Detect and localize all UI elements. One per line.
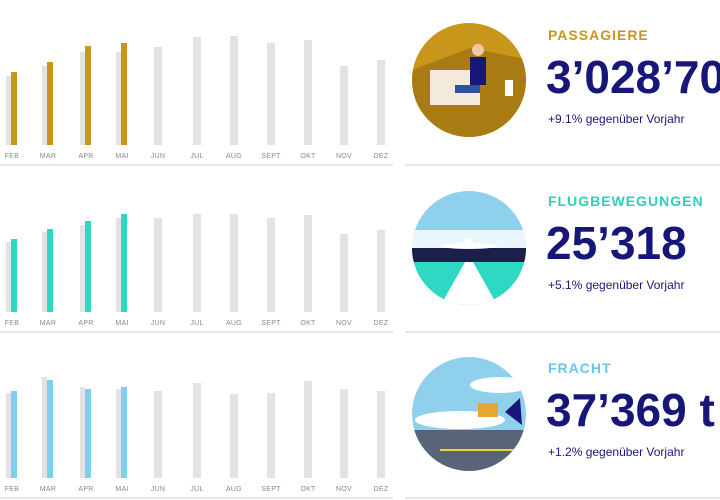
month-label: JUN [151, 486, 166, 493]
runway-illustration [412, 191, 526, 305]
bar [85, 46, 91, 145]
bar [304, 381, 312, 478]
bar [267, 218, 275, 312]
bar [11, 239, 17, 312]
month-label: MAR [40, 486, 56, 493]
month-label: JUN [151, 153, 166, 160]
month-label: NOV [336, 153, 352, 160]
month-label: AUG [226, 153, 242, 160]
bar [377, 230, 385, 312]
month-label: MAI [115, 153, 128, 160]
bar [267, 393, 275, 478]
month-label: APR [78, 153, 93, 160]
month-label: APR [78, 320, 93, 327]
bar [121, 214, 127, 312]
bar [230, 214, 238, 312]
bar [116, 52, 121, 145]
panel-title: FLUGBEWEGUNGEN [548, 193, 704, 209]
month-label: FEB [5, 486, 20, 493]
month-label: FEB [5, 153, 20, 160]
month-label: SEPT [261, 153, 281, 160]
panel-value: 37’369 t [546, 384, 715, 436]
bar [116, 389, 121, 478]
month-label: MAR [40, 153, 56, 160]
bar [340, 234, 348, 312]
bar [154, 47, 162, 145]
bar [377, 391, 385, 478]
passenger-illustration [412, 23, 526, 137]
panel-title: FRACHT [548, 360, 612, 376]
month-label: FEB [5, 320, 20, 327]
bar [193, 214, 201, 312]
bar [42, 377, 47, 478]
bar [85, 389, 91, 478]
month-label: MAI [115, 320, 128, 327]
panel-title: PASSAGIERE [548, 27, 649, 43]
bar [47, 380, 53, 478]
month-label: OKT [300, 153, 316, 160]
bar [11, 391, 17, 478]
month-label: JUL [190, 486, 203, 493]
bar [116, 218, 121, 312]
bar [193, 383, 201, 478]
bar [193, 37, 201, 145]
month-label: DEZ [374, 486, 389, 493]
month-label: OKT [300, 320, 316, 327]
month-label: NOV [336, 486, 352, 493]
bar [47, 229, 53, 312]
bar [80, 225, 85, 312]
month-label: NOV [336, 320, 352, 327]
bar [377, 60, 385, 145]
bar [340, 66, 348, 145]
bar [6, 76, 11, 145]
panel-change: +1.2% gegenüber Vorjahr [548, 445, 684, 459]
bar [267, 43, 275, 145]
bar [85, 221, 91, 312]
bar [42, 66, 47, 145]
bar [42, 232, 47, 312]
panel-value: 25’318 [546, 217, 687, 269]
bar [47, 62, 53, 145]
bar [230, 394, 238, 478]
bar [154, 218, 162, 312]
month-label: SEPT [261, 320, 281, 327]
bar [340, 389, 348, 478]
month-label: SEPT [261, 486, 281, 493]
month-label: AUG [226, 320, 242, 327]
bar [6, 242, 11, 312]
bar [6, 393, 11, 478]
bar [304, 40, 312, 145]
month-label: JUL [190, 153, 203, 160]
month-label: MAR [40, 320, 56, 327]
month-label: DEZ [374, 320, 389, 327]
bar [230, 36, 238, 145]
bar [80, 52, 85, 145]
bar [121, 387, 127, 478]
month-label: APR [78, 486, 93, 493]
bar [121, 43, 127, 145]
month-label: JUL [190, 320, 203, 327]
month-label: OKT [300, 486, 316, 493]
cargo-illustration [412, 357, 526, 471]
panel-change: +5.1% gegenüber Vorjahr [548, 278, 684, 292]
bar [304, 215, 312, 312]
bar [154, 391, 162, 478]
panel-value: 3’028’70 [546, 51, 720, 103]
bar [80, 387, 85, 478]
month-label: DEZ [374, 153, 389, 160]
panel-change: +9.1% gegenüber Vorjahr [548, 112, 684, 126]
month-label: JUN [151, 320, 166, 327]
month-label: AUG [226, 486, 242, 493]
bar [11, 72, 17, 145]
month-label: MAI [115, 486, 128, 493]
